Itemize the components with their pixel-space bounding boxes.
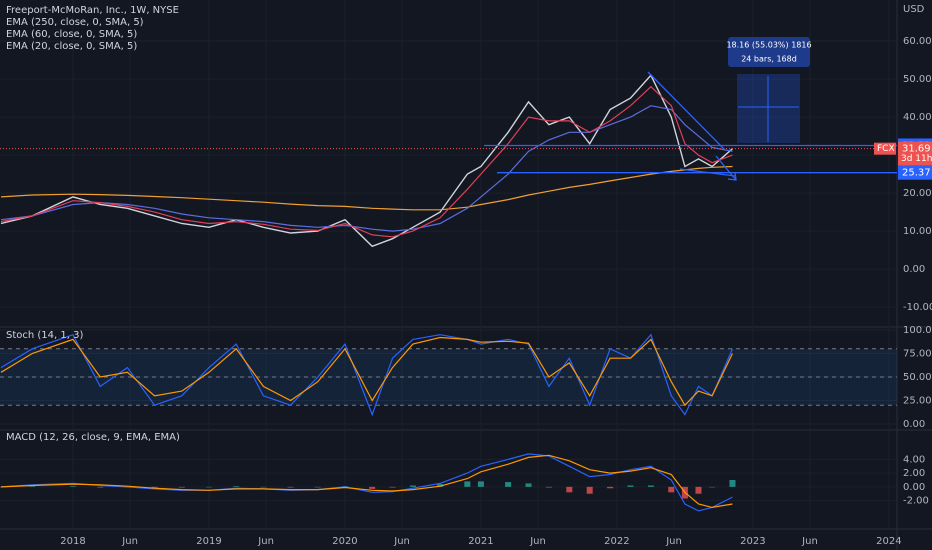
histogram-bar bbox=[97, 486, 104, 488]
series-line bbox=[0, 74, 733, 248]
y-tick-label: 2.00 bbox=[903, 468, 925, 479]
y-tick-label: 25.00 bbox=[903, 396, 932, 407]
y-tick-label: 10.00 bbox=[903, 226, 932, 237]
histogram-bar bbox=[70, 486, 77, 487]
y-tick-label: -2.00 bbox=[903, 496, 929, 507]
measure-box bbox=[728, 37, 810, 67]
histogram-bar bbox=[437, 484, 444, 487]
series-line bbox=[0, 333, 734, 417]
histogram-bar bbox=[668, 486, 675, 493]
last-price-label: 31.69 bbox=[902, 144, 931, 155]
series-line bbox=[0, 85, 733, 238]
histogram-bar bbox=[695, 486, 702, 494]
x-tick-label: Jun bbox=[393, 536, 410, 547]
y-tick-label: 100.00 bbox=[903, 325, 932, 336]
y-tick-label: 40.00 bbox=[903, 112, 932, 123]
arrow bbox=[715, 155, 737, 181]
histogram-bar bbox=[151, 486, 158, 488]
level-label: 25.37 bbox=[902, 168, 931, 179]
symbol-label: FCX bbox=[877, 144, 895, 154]
y-tick-label: 75.00 bbox=[903, 349, 932, 360]
symbol-tag bbox=[874, 142, 896, 155]
y-tick-label: 0.00 bbox=[903, 419, 925, 430]
histogram-bar bbox=[389, 486, 396, 488]
trendline bbox=[647, 71, 726, 151]
countdown: 3d 11h bbox=[901, 154, 932, 164]
histogram-bar bbox=[287, 486, 294, 488]
measure-sub: 24 bars, 168d bbox=[741, 55, 797, 64]
y-tick-label: 60.00 bbox=[903, 36, 932, 47]
measure-text: 18.16 (55.03%) 1816 bbox=[726, 41, 811, 50]
histogram-bar bbox=[464, 481, 471, 487]
histogram-bar bbox=[586, 486, 593, 494]
chart-title: Freeport-McMoRan, Inc., 1W, NYSE bbox=[6, 5, 179, 16]
x-tick-label: Jun bbox=[801, 536, 818, 547]
pane-title: Stoch (14, 1, 3) bbox=[6, 330, 83, 341]
pane-title: MACD (12, 26, close, 9, EMA, EMA) bbox=[6, 432, 180, 443]
series-line bbox=[0, 336, 734, 407]
legend-entry: EMA (60, close, 0, SMA, 5) bbox=[6, 29, 137, 40]
grid bbox=[0, 348, 897, 406]
series-line bbox=[0, 165, 733, 211]
histogram-bar bbox=[607, 486, 614, 489]
x-tick-label: Jun bbox=[121, 536, 138, 547]
histogram-bar bbox=[525, 483, 532, 487]
last-price-tag bbox=[898, 141, 932, 166]
histogram-bar bbox=[260, 486, 267, 488]
y-tick-label: 0.00 bbox=[903, 264, 925, 275]
legend-entry: EMA (20, close, 0, SMA, 5) bbox=[6, 41, 137, 52]
legend-entry: EMA (250, close, 0, SMA, 5) bbox=[6, 17, 144, 28]
histogram-bar bbox=[566, 486, 573, 493]
histogram-bar bbox=[477, 481, 484, 487]
series-line bbox=[0, 454, 733, 509]
y-tick-label: -10.00 bbox=[903, 302, 932, 313]
histogram-bar bbox=[409, 485, 416, 487]
histogram-bar bbox=[505, 482, 512, 487]
histogram-bar bbox=[314, 486, 321, 488]
histogram-bar bbox=[369, 486, 376, 489]
y-tick-label: 50.00 bbox=[903, 372, 932, 383]
x-tick-label: Jun bbox=[529, 536, 546, 547]
x-tick-label: 2018 bbox=[60, 536, 85, 547]
x-tick-label: 2022 bbox=[604, 536, 629, 547]
series-line bbox=[0, 105, 733, 232]
x-tick-label: 2021 bbox=[468, 536, 493, 547]
histogram-bar bbox=[729, 480, 736, 487]
x-tick-label: Jun bbox=[257, 536, 274, 547]
x-tick-label: 2020 bbox=[332, 536, 357, 547]
y-tick-label: 4.00 bbox=[903, 454, 925, 465]
histogram-bar bbox=[178, 486, 185, 488]
x-tick-label: Jun bbox=[665, 536, 682, 547]
plot bbox=[0, 74, 897, 512]
axis-unit: USD bbox=[903, 4, 925, 15]
level-tag bbox=[898, 165, 932, 180]
histogram-bar bbox=[205, 486, 212, 488]
y-tick-label: 0.00 bbox=[903, 482, 925, 493]
histogram-bar bbox=[233, 486, 240, 487]
series-line bbox=[0, 453, 733, 512]
x-tick-label: 2019 bbox=[196, 536, 221, 547]
x-tick-label: 2023 bbox=[740, 536, 765, 547]
histogram-bar bbox=[545, 486, 552, 488]
histogram-bar bbox=[29, 486, 36, 487]
trendline bbox=[679, 168, 736, 177]
y-tick-label: 20.00 bbox=[903, 188, 932, 199]
histogram-bar bbox=[709, 486, 716, 488]
y-tick-label: 50.00 bbox=[903, 74, 932, 85]
histogram-bar bbox=[627, 485, 634, 487]
histogram-bar bbox=[647, 485, 654, 487]
x-tick-label: 2024 bbox=[876, 536, 901, 547]
overlay: 2018 Jun 2019 Jun 2020 Jun 2021 Jun 2022 Jun 2023 J… bbox=[6, 4, 932, 547]
